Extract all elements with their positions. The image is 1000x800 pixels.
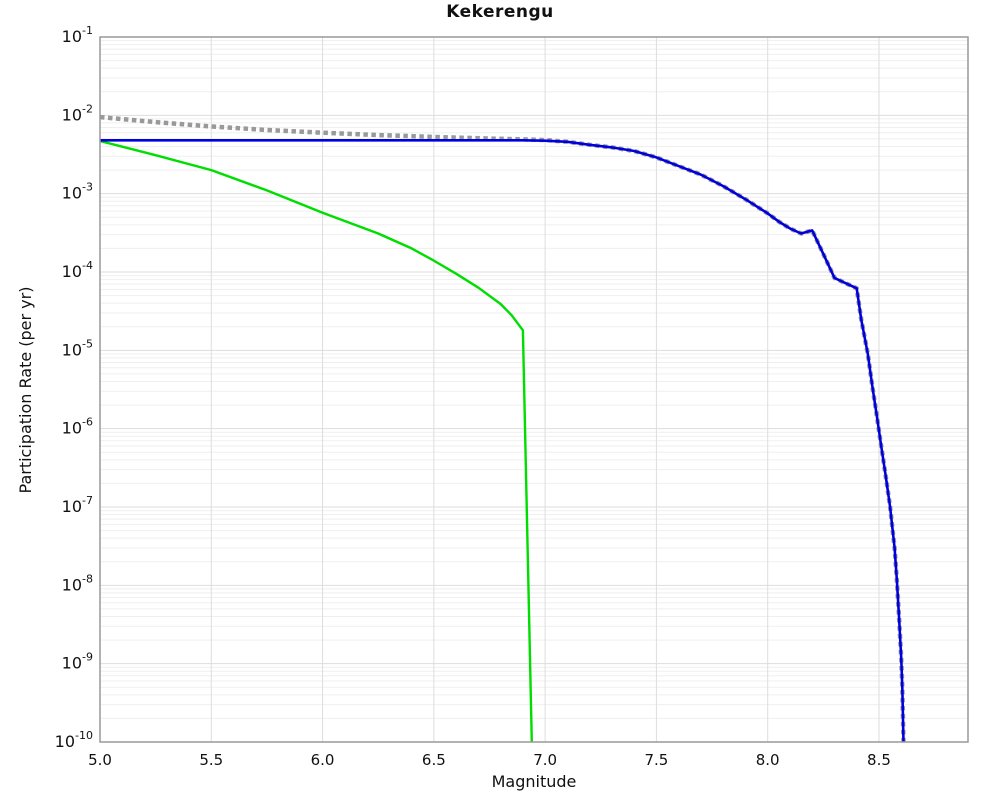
y-tick-label: 10-9 <box>62 651 93 673</box>
y-tick-label: 10-6 <box>62 416 93 438</box>
series-participation-rate-blue <box>100 139 905 742</box>
plot-area <box>100 37 968 742</box>
x-axis-label: Magnitude <box>491 772 577 791</box>
y-tick-label: 10-8 <box>62 572 93 594</box>
chart-title: Kekerengu <box>446 2 554 22</box>
x-tick-label: 5.5 <box>199 751 223 769</box>
y-tick-label: 10-4 <box>62 259 93 281</box>
y-tick-label: 10-10 <box>55 729 93 751</box>
x-tick-label: 6.0 <box>311 751 335 769</box>
gridlines <box>99 36 968 743</box>
plot-frame <box>99 36 969 743</box>
x-tick-label: 6.5 <box>422 751 446 769</box>
y-tick-label: 10-5 <box>62 337 93 359</box>
x-tick-label: 8.0 <box>756 751 780 769</box>
y-tick-labels: 10-1 10-2 10-3 10-4 10-5 10-6 10-7 10-8 10-9 10-1… <box>55 24 93 751</box>
x-tick-label: 8.5 <box>867 751 891 769</box>
y-tick-label: 10-1 <box>62 24 93 46</box>
x-tick-labels: 5.0 5.5 6.0 6.5 7.0 7.5 8.0 8.5 <box>88 751 891 769</box>
y-tick-label: 10-2 <box>62 102 93 124</box>
x-tick-label: 5.0 <box>88 751 112 769</box>
x-tick-label: 7.0 <box>533 751 557 769</box>
y-tick-label: 10-7 <box>62 494 93 516</box>
x-tick-label: 7.5 <box>644 751 668 769</box>
y-axis-label-text: Participation Rate (per yr) <box>16 286 35 494</box>
series-sub-section-green <box>100 139 533 742</box>
y-tick-label: 10-3 <box>62 181 93 203</box>
